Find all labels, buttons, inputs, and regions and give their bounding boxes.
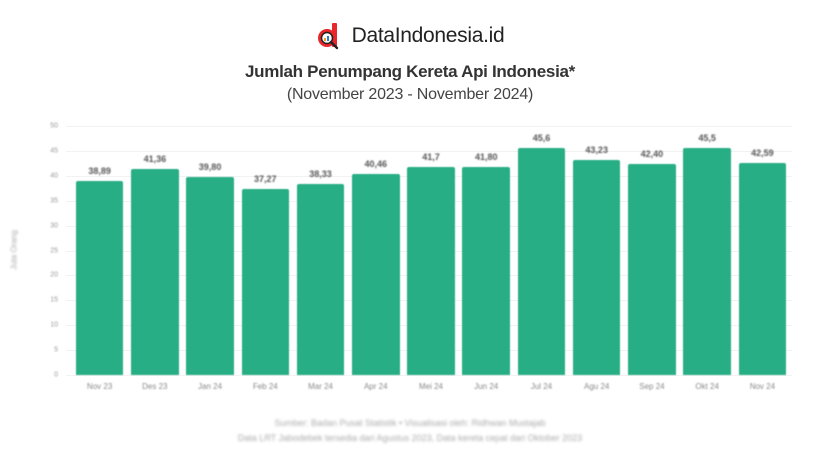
x-tick-label: Jun 24 [474, 382, 499, 391]
y-tick-label: 15 [50, 296, 58, 304]
y-tick-label: 20 [50, 271, 58, 279]
x-tick-label: Jul 24 [530, 382, 553, 391]
bar[interactable] [517, 147, 566, 375]
bar[interactable] [352, 173, 400, 375]
footer-note: Data LRT Jabodebek tersedia dari Agustus… [237, 433, 583, 443]
bar-value-label: 40,46 [364, 158, 388, 169]
bar-value-label: 42,40 [640, 148, 664, 159]
x-tick-label: Nov 24 [749, 382, 776, 391]
y-axis-label: Juta Orang [9, 230, 19, 270]
x-tick-label: Apr 24 [363, 382, 388, 391]
bar-value-label: 38,33 [309, 169, 332, 180]
bar[interactable] [186, 176, 234, 375]
bar-value-label: 42,59 [751, 147, 774, 158]
x-tick-label: Mar 24 [308, 382, 333, 391]
footer-source: Sumber: Badan Pusat Statistik • Visualis… [274, 418, 546, 428]
bar-value-label: 37,27 [254, 174, 277, 185]
x-tick-label: Mei 24 [418, 382, 443, 391]
brand-header: DataIndonesia.id [0, 22, 820, 50]
chart-title: Jumlah Penumpang Kereta Api Indonesia* [245, 62, 575, 81]
x-tick-label: Sep 24 [639, 382, 665, 391]
bar-value-label: 45,6 [532, 132, 551, 143]
bar[interactable] [628, 163, 676, 375]
x-tick-label: Feb 24 [252, 382, 278, 391]
gridline [66, 150, 792, 152]
gridline [66, 126, 792, 127]
bar-value-label: 41,7 [422, 152, 440, 163]
y-tick-label: 30 [50, 222, 58, 230]
bar[interactable] [683, 148, 731, 375]
x-tick-label: Nov 23 [86, 382, 113, 391]
chart-subtitle: (November 2023 - November 2024) [286, 86, 534, 103]
brand-name: DataIndonesia.id [351, 24, 505, 47]
bar-value-label: 41,36 [143, 154, 167, 165]
bar[interactable] [75, 181, 124, 375]
y-tick-label: 5 [54, 346, 58, 354]
bar[interactable] [572, 159, 621, 375]
y-tick-label: 40 [50, 172, 58, 180]
bar-value-label: 39,80 [198, 161, 222, 172]
x-tick-label: Okt 24 [695, 382, 719, 391]
bar-value-label: 38,89 [88, 166, 111, 177]
y-tick-label: 35 [50, 197, 58, 205]
bar-value-label: 43,23 [585, 144, 608, 155]
bar[interactable] [738, 162, 787, 375]
dataindonesia-logo-icon [316, 22, 342, 50]
bar[interactable] [131, 169, 179, 375]
bar[interactable] [241, 189, 290, 375]
y-tick-label: 10 [50, 321, 58, 329]
bar[interactable] [462, 166, 510, 375]
y-tick-label: 50 [50, 122, 58, 130]
gridline [66, 375, 792, 376]
x-tick-label: Jan 24 [198, 382, 223, 391]
y-tick-label: 45 [50, 147, 58, 155]
x-tick-label: Des 23 [142, 382, 168, 391]
y-tick-label: 25 [50, 247, 58, 254]
bar-value-label: 45,5 [698, 133, 716, 144]
bar-value-label: 41,80 [474, 151, 498, 162]
x-tick-label: Agu 24 [584, 382, 610, 391]
y-tick-label: 0 [54, 371, 58, 379]
bar[interactable] [407, 167, 455, 375]
bar[interactable] [296, 184, 345, 375]
